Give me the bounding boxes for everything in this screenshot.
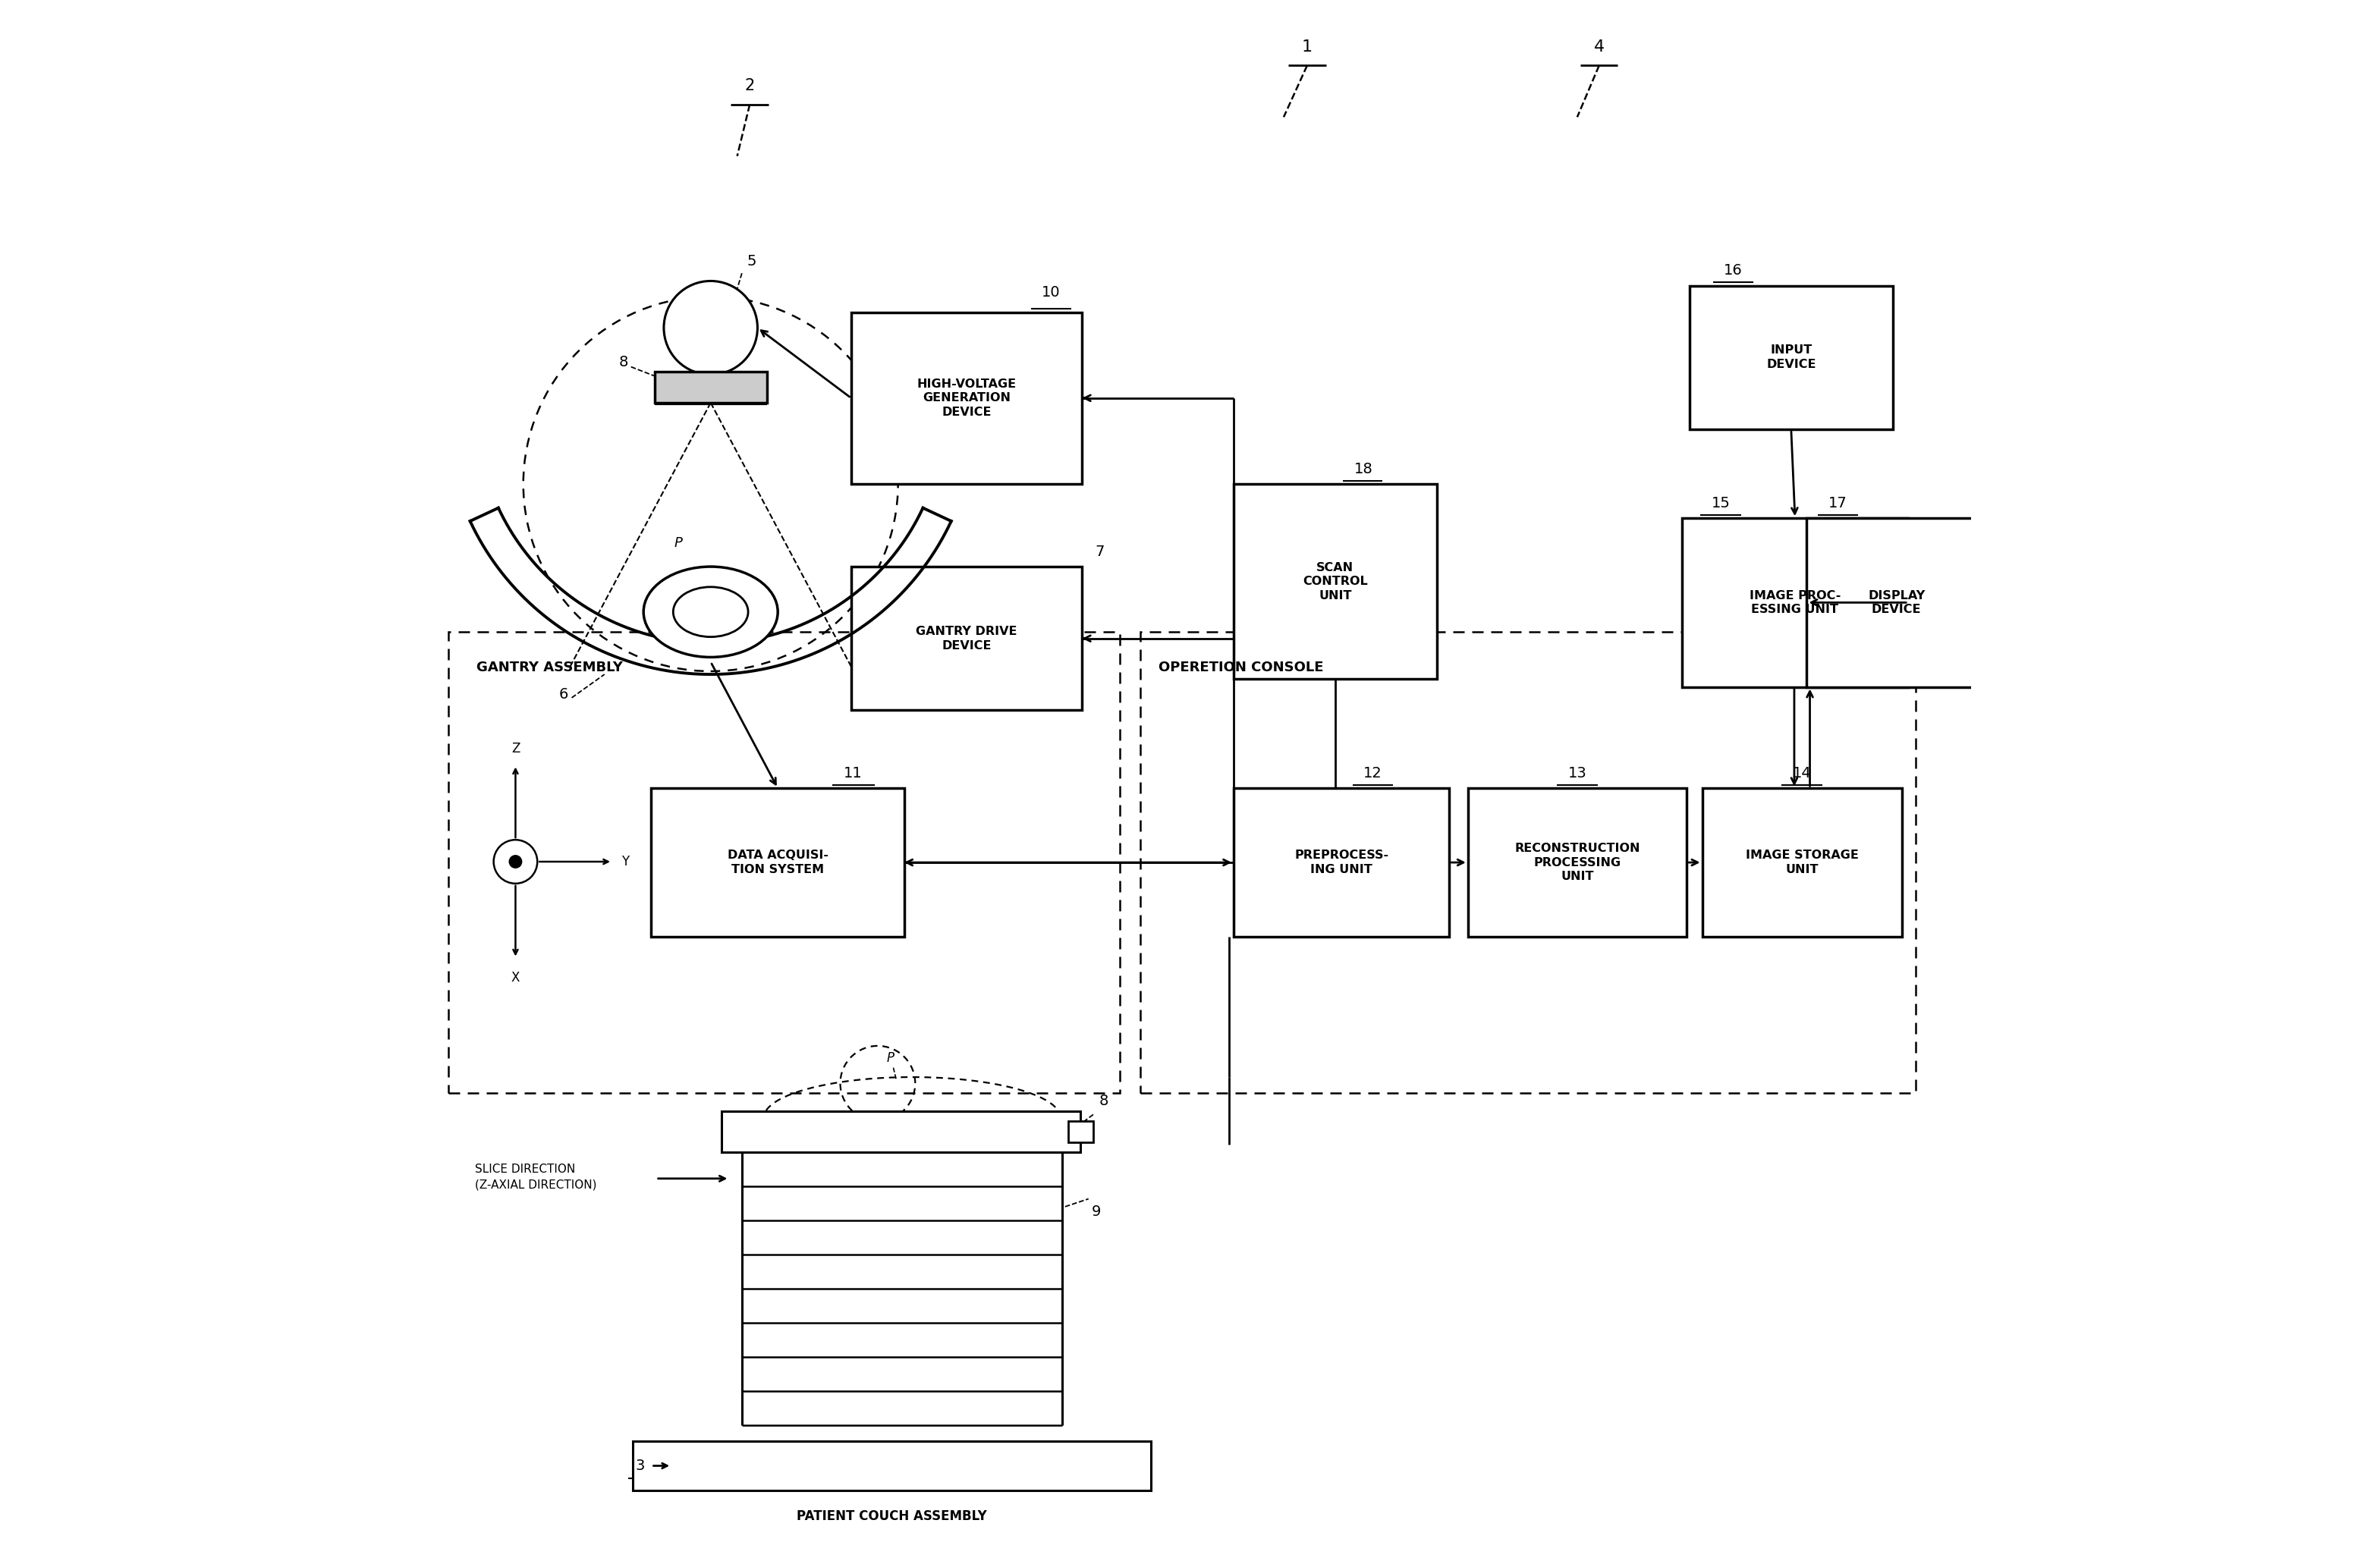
Circle shape bbox=[509, 855, 521, 868]
Text: 2: 2 bbox=[745, 78, 754, 94]
Text: DATA ACQUISI-
TION SYSTEM: DATA ACQUISI- TION SYSTEM bbox=[728, 849, 828, 876]
Bar bbox=[655, 372, 766, 403]
Text: Z: Z bbox=[512, 741, 519, 756]
FancyBboxPatch shape bbox=[1233, 788, 1449, 937]
Text: DISPLAY
DEVICE: DISPLAY DEVICE bbox=[1868, 590, 1925, 615]
Text: GANTRY ASSEMBLY: GANTRY ASSEMBLY bbox=[476, 660, 624, 674]
Bar bbox=[721, 1111, 1081, 1152]
Text: SLICE DIRECTION
(Z-AXIAL DIRECTION): SLICE DIRECTION (Z-AXIAL DIRECTION) bbox=[476, 1165, 597, 1189]
Text: 4: 4 bbox=[1595, 39, 1604, 55]
Text: P: P bbox=[885, 1051, 895, 1065]
Text: GANTRY DRIVE
DEVICE: GANTRY DRIVE DEVICE bbox=[916, 626, 1016, 651]
Text: P: P bbox=[674, 537, 683, 549]
Bar bbox=[633, 1441, 1152, 1491]
Text: INPUT
DEVICE: INPUT DEVICE bbox=[1766, 345, 1816, 370]
FancyBboxPatch shape bbox=[1233, 484, 1438, 679]
FancyBboxPatch shape bbox=[1690, 286, 1892, 429]
Bar bbox=[1069, 1121, 1092, 1143]
Text: 7: 7 bbox=[1095, 545, 1104, 559]
Text: 12: 12 bbox=[1364, 766, 1383, 780]
Text: 18: 18 bbox=[1354, 462, 1373, 476]
FancyBboxPatch shape bbox=[852, 312, 1083, 484]
Text: HIGH-VOLTAGE
GENERATION
DEVICE: HIGH-VOLTAGE GENERATION DEVICE bbox=[916, 378, 1016, 418]
Text: 15: 15 bbox=[1711, 496, 1730, 510]
Text: OPERETION CONSOLE: OPERETION CONSOLE bbox=[1159, 660, 1323, 674]
Text: 16: 16 bbox=[1723, 264, 1742, 278]
Text: 1: 1 bbox=[1302, 39, 1311, 55]
Text: 11: 11 bbox=[843, 766, 862, 780]
Text: 9: 9 bbox=[1092, 1204, 1102, 1219]
Text: 3: 3 bbox=[635, 1458, 645, 1474]
Text: SCAN
CONTROL
UNIT: SCAN CONTROL UNIT bbox=[1302, 562, 1368, 601]
FancyBboxPatch shape bbox=[652, 788, 904, 937]
FancyBboxPatch shape bbox=[1702, 788, 1902, 937]
Text: IMAGE PROC-
ESSING UNIT: IMAGE PROC- ESSING UNIT bbox=[1749, 590, 1840, 615]
FancyBboxPatch shape bbox=[1468, 788, 1687, 937]
Ellipse shape bbox=[643, 567, 778, 657]
Text: IMAGE STORAGE
UNIT: IMAGE STORAGE UNIT bbox=[1745, 849, 1859, 876]
Ellipse shape bbox=[674, 587, 747, 637]
Text: 10: 10 bbox=[1042, 286, 1061, 300]
FancyBboxPatch shape bbox=[1806, 518, 1987, 687]
Text: 8: 8 bbox=[619, 354, 628, 370]
Text: 6: 6 bbox=[559, 687, 569, 702]
Text: PREPROCESS-
ING UNIT: PREPROCESS- ING UNIT bbox=[1295, 849, 1388, 876]
FancyBboxPatch shape bbox=[1683, 518, 1909, 687]
Text: X: X bbox=[512, 971, 519, 985]
Circle shape bbox=[493, 840, 538, 884]
FancyBboxPatch shape bbox=[852, 567, 1083, 710]
Text: PATIENT COUCH ASSEMBLY: PATIENT COUCH ASSEMBLY bbox=[797, 1509, 988, 1524]
Text: 13: 13 bbox=[1568, 766, 1587, 780]
Circle shape bbox=[664, 281, 757, 375]
Text: 8: 8 bbox=[1100, 1094, 1109, 1108]
Text: 5: 5 bbox=[747, 254, 757, 268]
Text: Y: Y bbox=[621, 855, 628, 868]
Text: RECONSTRUCTION
PROCESSING
UNIT: RECONSTRUCTION PROCESSING UNIT bbox=[1514, 843, 1640, 882]
Text: 14: 14 bbox=[1792, 766, 1811, 780]
Text: 17: 17 bbox=[1828, 496, 1847, 510]
